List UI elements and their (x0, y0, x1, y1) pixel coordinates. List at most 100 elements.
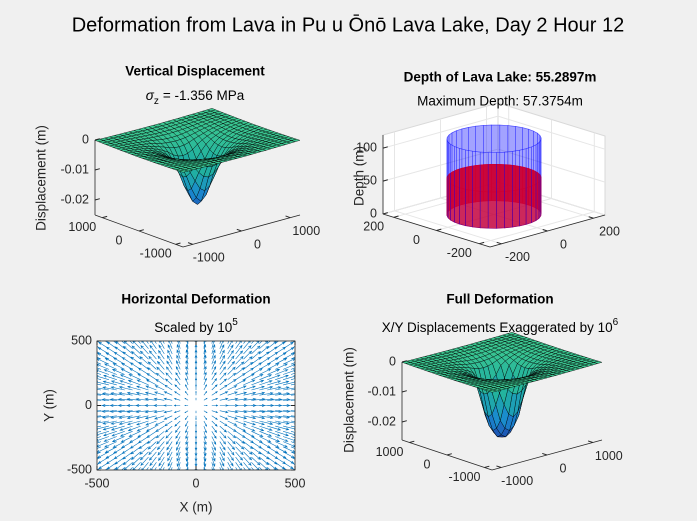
arrow (283, 415, 295, 419)
arrow (275, 380, 290, 386)
arrow (219, 378, 228, 386)
arrow (97, 451, 102, 455)
arrow (122, 456, 133, 466)
arrow (165, 431, 173, 439)
arrow (123, 462, 133, 470)
arrow (227, 349, 234, 360)
arrow (166, 446, 173, 457)
arrow (103, 436, 117, 442)
arrow (103, 369, 117, 375)
grid-line (382, 115, 606, 150)
arrow (283, 392, 295, 396)
y-tick (484, 465, 490, 468)
arrow (97, 394, 102, 396)
arrow (146, 431, 157, 438)
arrow (219, 349, 225, 360)
arrow (129, 368, 141, 375)
arrow (227, 451, 234, 462)
arrow (97, 415, 102, 417)
arrow (219, 354, 226, 365)
z-tick-label: -0.02 (368, 414, 397, 428)
arrow (155, 425, 165, 433)
arrow (112, 363, 125, 370)
arrow (251, 415, 266, 420)
y-tick (393, 215, 399, 218)
cylinder-facet (504, 151, 513, 229)
x-tick-label: 1000 (292, 224, 320, 238)
arrow (184, 390, 189, 396)
arrow (211, 366, 217, 375)
arrow (118, 415, 133, 419)
arrow (243, 385, 256, 391)
y-tick-label: 500 (71, 333, 92, 347)
arrow (110, 415, 125, 419)
arrow (136, 420, 149, 426)
z-tick (382, 146, 388, 149)
subtitle-part: 6 (613, 317, 619, 328)
arrow (174, 415, 181, 420)
arrow (290, 372, 295, 375)
y-tick-label: 0 (424, 457, 431, 471)
y-tick-label: -1000 (140, 247, 172, 261)
subplot-title: Vertical Displacement (125, 64, 265, 79)
arrow (211, 446, 216, 457)
z-axis-label: Depth (m) (352, 146, 367, 206)
arrow (185, 354, 189, 365)
arrow (127, 385, 141, 391)
arrow (97, 399, 102, 401)
subplot-subtitle: σz = -1.356 MPa (146, 88, 245, 107)
arrow (275, 363, 288, 370)
cylinder-facet (496, 151, 505, 229)
arrow (275, 415, 291, 419)
arrow (137, 341, 141, 344)
arrow (243, 425, 256, 432)
arrow (104, 363, 117, 370)
arrow (101, 392, 117, 396)
arrow (290, 425, 295, 428)
y-tick (436, 228, 442, 231)
arrow (145, 425, 157, 432)
arrow (140, 456, 149, 466)
cylinder-facet (535, 142, 540, 222)
x-tick-label: -1000 (501, 474, 533, 488)
arrow (290, 420, 295, 422)
arrow (195, 421, 197, 428)
arrow (97, 372, 102, 375)
arrow (164, 420, 173, 427)
arrow (203, 377, 207, 386)
y-tick-label: 0 (413, 233, 420, 247)
arrow (162, 467, 165, 470)
arrow (211, 415, 218, 420)
cylinder-facet (487, 152, 497, 229)
subtitle-part: σ (146, 88, 155, 103)
arrow (126, 415, 141, 420)
arrow (203, 436, 207, 446)
arrow (267, 386, 282, 391)
arrow (211, 410, 219, 413)
z-axis-label: Displacement (m) (342, 347, 357, 453)
arrow (185, 451, 189, 462)
arrow (153, 410, 165, 414)
arrow (110, 420, 125, 425)
arrow (251, 456, 261, 466)
arrow (112, 467, 117, 470)
arrow (163, 391, 173, 396)
arrow (101, 409, 117, 413)
arrow (185, 384, 189, 391)
arrow (259, 341, 269, 349)
arrow (259, 420, 274, 425)
y-tick-label: 0 (116, 233, 123, 247)
x-tick-label: 0 (193, 476, 200, 490)
x-tick (588, 216, 594, 219)
y-tick (175, 242, 181, 245)
x-tick (285, 215, 291, 219)
arrow (112, 341, 117, 344)
arrow (119, 374, 133, 380)
arrow (156, 441, 165, 451)
arrow (227, 467, 230, 470)
arrow (243, 356, 253, 365)
arrow (154, 420, 165, 426)
arrow (137, 467, 141, 470)
arrow (211, 420, 218, 427)
arrow (290, 389, 295, 391)
